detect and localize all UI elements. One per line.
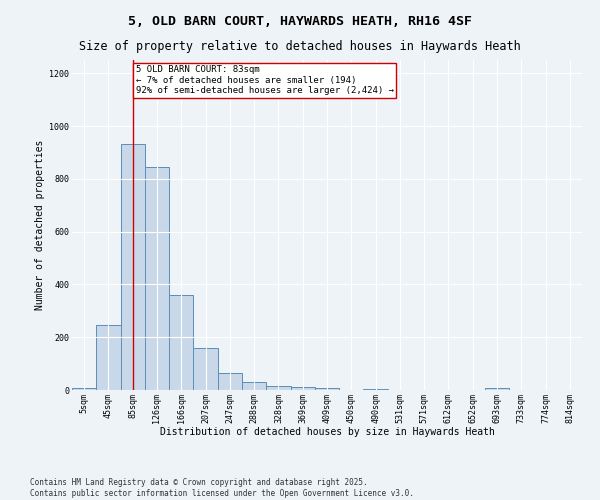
Bar (364, 388, 388, 390)
Bar (218, 373, 242, 390)
Bar (242, 382, 266, 390)
X-axis label: Distribution of detached houses by size in Haywards Heath: Distribution of detached houses by size … (160, 427, 494, 437)
Bar (266, 386, 290, 390)
Text: Contains HM Land Registry data © Crown copyright and database right 2025.
Contai: Contains HM Land Registry data © Crown c… (30, 478, 414, 498)
Bar (96, 324, 121, 390)
Y-axis label: Number of detached properties: Number of detached properties (35, 140, 45, 310)
Bar (315, 388, 339, 390)
Text: 5 OLD BARN COURT: 83sqm
← 7% of detached houses are smaller (194)
92% of semi-de: 5 OLD BARN COURT: 83sqm ← 7% of detached… (136, 66, 394, 95)
Bar (121, 144, 145, 390)
Text: 5, OLD BARN COURT, HAYWARDS HEATH, RH16 4SF: 5, OLD BARN COURT, HAYWARDS HEATH, RH16 … (128, 15, 472, 28)
Bar (290, 388, 315, 390)
Bar (193, 348, 218, 390)
Bar (72, 388, 96, 390)
Text: Size of property relative to detached houses in Haywards Heath: Size of property relative to detached ho… (79, 40, 521, 53)
Bar (169, 296, 193, 390)
Bar (145, 167, 169, 390)
Bar (485, 388, 509, 390)
